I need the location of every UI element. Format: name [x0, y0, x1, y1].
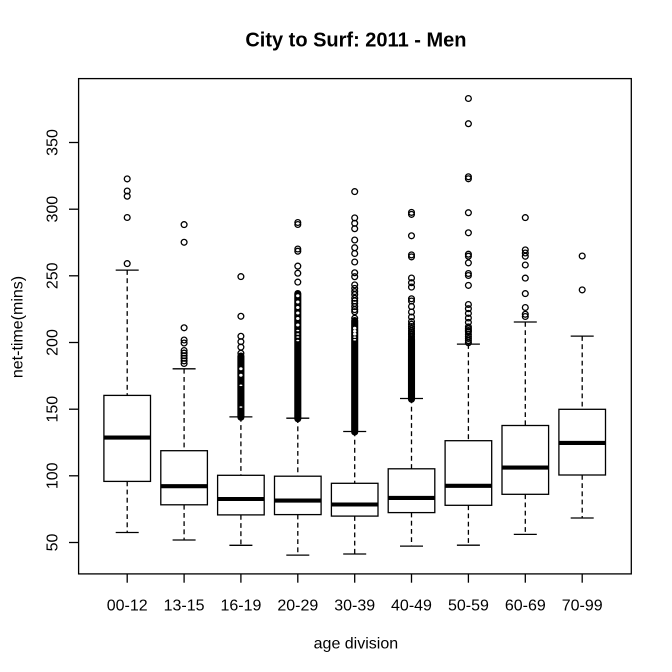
svg-text:13-15: 13-15 [164, 598, 205, 615]
svg-text:net-time(mins): net-time(mins) [10, 276, 27, 378]
svg-text:150: 150 [45, 396, 62, 423]
svg-text:70-99: 70-99 [562, 598, 603, 615]
svg-text:350: 350 [45, 129, 62, 156]
svg-text:200: 200 [45, 329, 62, 356]
svg-text:30-39: 30-39 [334, 598, 375, 615]
svg-text:age division: age division [314, 636, 399, 653]
svg-text:00-12: 00-12 [107, 598, 148, 615]
svg-text:300: 300 [45, 196, 62, 223]
svg-text:60-69: 60-69 [505, 598, 546, 615]
svg-text:100: 100 [45, 462, 62, 489]
svg-text:50-59: 50-59 [448, 598, 489, 615]
svg-text:250: 250 [45, 262, 62, 289]
svg-text:40-49: 40-49 [391, 598, 432, 615]
svg-text:50: 50 [45, 534, 62, 552]
svg-text:16-19: 16-19 [220, 598, 261, 615]
svg-text:20-29: 20-29 [277, 598, 318, 615]
svg-text:City to Surf: 2011 - Men: City to Surf: 2011 - Men [245, 30, 466, 52]
